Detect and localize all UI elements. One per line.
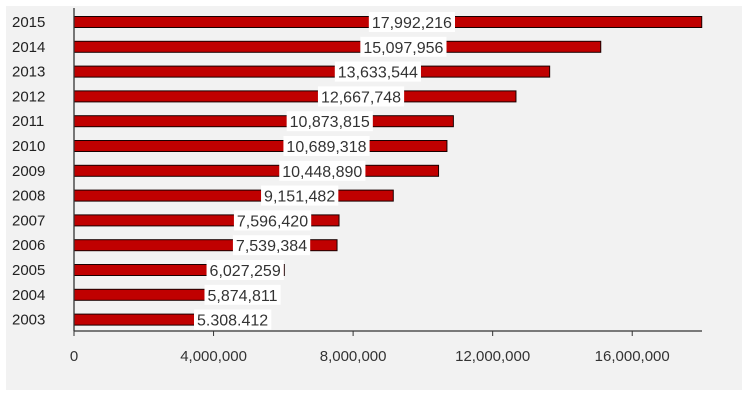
category-label-2007: 2007 — [12, 212, 45, 229]
data-label-box-2010 — [283, 136, 370, 156]
x-tick-label-0: 0 — [70, 348, 78, 365]
x-tick-label-1: 4,000,000 — [180, 348, 247, 365]
data-label-box-2012 — [317, 86, 405, 107]
bar-2009 — [73, 164, 440, 177]
category-label-2003: 2003 — [12, 312, 45, 329]
data-label-2008: 9,151,482 — [264, 189, 335, 206]
category-label-2012: 2012 — [12, 88, 45, 105]
x-tick-label-3: 12,000,000 — [455, 348, 530, 365]
category-label-2013: 2013 — [12, 64, 45, 81]
x-tick-label-4: 16,000,000 — [595, 348, 670, 365]
data-label-2013: 13,633,544 — [338, 65, 418, 82]
data-label-box-2014 — [360, 36, 447, 57]
data-label-2010: 10,689,318 — [286, 139, 366, 156]
category-label-2010: 2010 — [12, 138, 45, 155]
data-label-2009: 10,448,890 — [282, 164, 362, 181]
data-label-box-2008 — [261, 185, 339, 206]
category-label-2014: 2014 — [12, 39, 45, 56]
x-tick-label-2: 8,000,000 — [320, 348, 387, 365]
data-label-box-2005 — [206, 260, 284, 280]
category-label-2008: 2008 — [12, 188, 45, 205]
category-label-2011: 2011 — [12, 113, 44, 130]
bar-2012 — [73, 90, 517, 103]
bar-2013 — [73, 65, 551, 78]
data-label-2005: 6,027,259 — [210, 263, 281, 280]
data-label-box-2007 — [233, 210, 312, 231]
data-label-2003: 5.308.412 — [197, 313, 268, 330]
bar-2010 — [73, 140, 448, 152]
data-label-box-2006 — [232, 235, 311, 256]
data-label-2014: 15,097,956 — [363, 40, 443, 57]
category-label-2015: 2015 — [12, 14, 45, 31]
data-label-box-2009 — [279, 160, 366, 181]
bar-2014 — [73, 40, 602, 53]
data-label-box-2003 — [194, 309, 272, 330]
data-label-2015: 17,992,216 — [372, 15, 452, 32]
data-label-2004: 5,874,811 — [207, 288, 277, 305]
data-label-2011: 10,873,815 — [290, 114, 370, 131]
category-label-2005: 2005 — [12, 262, 45, 279]
data-label-2006: 7,539,384 — [236, 238, 307, 255]
data-label-box-2013 — [334, 61, 421, 82]
data-label-2012: 12,667,748 — [321, 89, 401, 106]
data-label-box-2015 — [368, 12, 456, 32]
data-label-box-2011 — [286, 111, 373, 132]
category-label-2004: 2004 — [12, 287, 45, 304]
data-label-2007: 7,596,420 — [237, 213, 308, 230]
data-label-box-2004 — [204, 284, 281, 305]
bar-2008 — [73, 189, 394, 202]
category-label-2006: 2006 — [12, 237, 45, 254]
category-label-2009: 2009 — [12, 163, 45, 180]
bar-2011 — [73, 115, 454, 128]
